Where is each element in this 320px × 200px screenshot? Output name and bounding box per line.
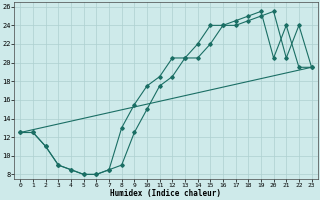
X-axis label: Humidex (Indice chaleur): Humidex (Indice chaleur) — [110, 189, 221, 198]
